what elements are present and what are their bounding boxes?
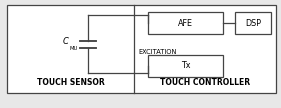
Text: DSP: DSP (245, 18, 261, 28)
Bar (148, 55, 223, 77)
Text: Tx: Tx (181, 61, 190, 71)
Text: MU: MU (70, 47, 78, 52)
Bar (7, 5, 276, 93)
Text: TOUCH CONTROLLER: TOUCH CONTROLLER (160, 78, 250, 87)
Bar (235, 12, 271, 34)
Text: C: C (63, 37, 69, 47)
Text: AFE: AFE (178, 18, 193, 28)
Text: TOUCH SENSOR: TOUCH SENSOR (37, 78, 104, 87)
Text: EXCITATION: EXCITATION (138, 49, 176, 55)
Bar (148, 12, 223, 34)
